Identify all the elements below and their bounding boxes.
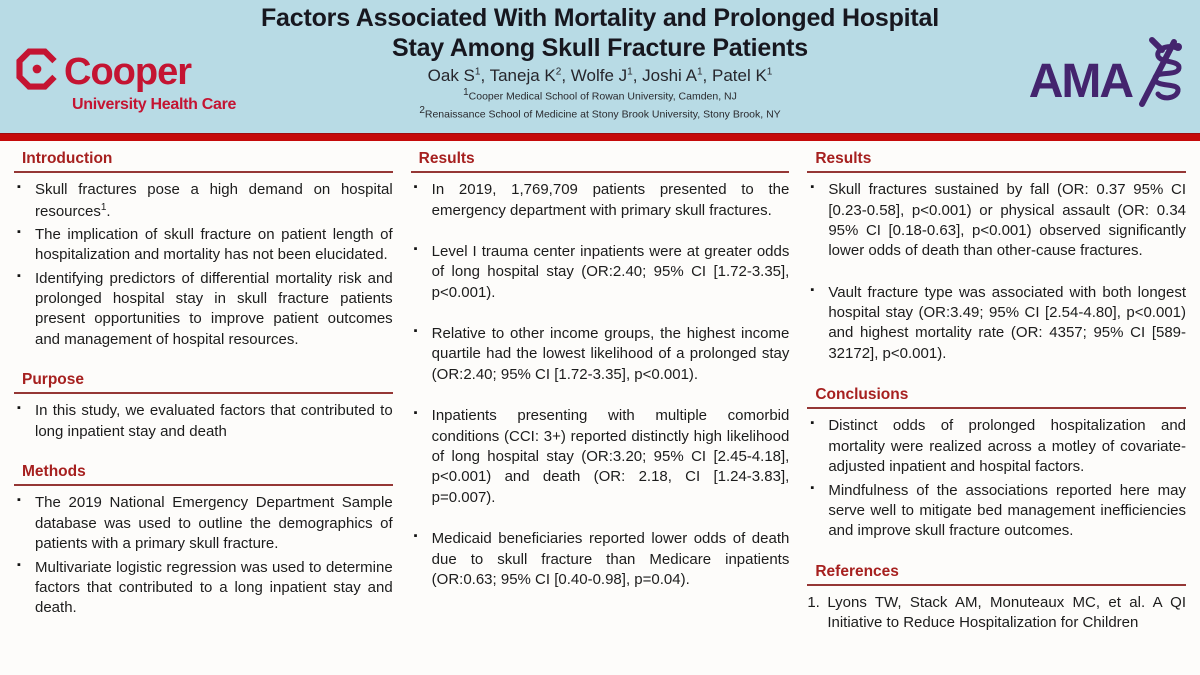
- bullet-list: Skull fractures sustained by fall (OR: 0…: [807, 180, 1186, 364]
- affiliation-2: 2Renaissance School of Medicine at Stony…: [419, 105, 781, 121]
- rod-of-asclepius-icon: [1128, 36, 1186, 113]
- section-heading: Conclusions: [815, 386, 909, 404]
- reference-list: 1. Lyons TW, Stack AM, Monuteaux MC, et a…: [807, 593, 1186, 634]
- bullet-item: Multivariate logistic regression was use…: [14, 558, 393, 619]
- column-right: Results Skull fractures sustained by fall…: [807, 149, 1187, 675]
- section-results: Results Skull fractures sustained by fall…: [807, 149, 1187, 364]
- section-heading-rule: [14, 392, 393, 395]
- bullet-item: Distinct odds of prolonged hospitalizati…: [807, 416, 1186, 477]
- bullet-item: The implication of skull fracture on pat…: [14, 225, 393, 266]
- bullet-item: Mindfulness of the associations reported…: [807, 481, 1186, 542]
- section-conclusions: Conclusions Distinct odds of prolonged ho…: [807, 385, 1187, 541]
- poster-header: Cooper University Health Care Factors As…: [0, 0, 1200, 133]
- section-results: Results In 2019, 1,769,709 patients prese…: [410, 149, 790, 590]
- reference-number: 1.: [807, 593, 820, 611]
- section-heading: Results: [815, 150, 872, 167]
- bullet-item: In 2019, 1,769,709 patients presented to…: [411, 180, 790, 221]
- ama-logo-text: AMA: [1028, 54, 1134, 108]
- bullet-item: Identifying predictors of differential m…: [14, 269, 393, 351]
- section-heading-rule: [14, 484, 393, 487]
- poster-title-line1: Factors Associated With Mortality and Pr…: [260, 4, 939, 32]
- cooper-logo-text: Cooper: [64, 50, 192, 93]
- reference-item: 1. Lyons TW, Stack AM, Monuteaux MC, et a…: [807, 593, 1187, 632]
- octagon-c-icon: [16, 48, 58, 95]
- section-heading: Results: [418, 150, 475, 167]
- column-left: Introduction Skull fractures pose a high …: [14, 149, 393, 675]
- bullet-list: In 2019, 1,769,709 patients presented to…: [411, 180, 790, 590]
- header-divider-band: [0, 133, 1200, 141]
- section-heading-rule: [807, 583, 1187, 586]
- cooper-logo-subtitle: University Health Care: [72, 96, 237, 113]
- section-heading: References: [815, 562, 899, 580]
- ama-logo: AMA: [1028, 37, 1186, 113]
- bullet-item: Relative to other income groups, the hig…: [411, 324, 790, 385]
- bullet-list: In this study, we evaluated factors that…: [14, 401, 393, 442]
- section-heading-rule: [410, 171, 790, 174]
- section-heading: Introduction: [22, 150, 113, 167]
- bullet-item: The 2019 National Emergency Department S…: [14, 493, 393, 554]
- column-middle: Results In 2019, 1,769,709 patients prese…: [410, 149, 790, 675]
- bullet-item: Medicaid beneficiaries reported lower od…: [411, 529, 790, 590]
- poster-body: Introduction Skull fractures pose a high …: [0, 141, 1200, 675]
- section-introduction: Introduction Skull fractures pose a high …: [14, 149, 393, 350]
- poster-title-line2: Stay Among Skull Fracture Patients: [392, 33, 808, 62]
- section-heading-rule: [807, 407, 1187, 410]
- section-references: References 1. Lyons TW, Stack AM, Monuteau…: [807, 562, 1187, 634]
- bullet-item: In this study, we evaluated factors that…: [14, 401, 393, 442]
- bullet-item: Vault fracture type was associated with …: [807, 283, 1186, 365]
- bullet-item: Skull fractures sustained by fall (OR: 0…: [807, 180, 1186, 262]
- bullet-item: Inpatients presenting with multiple como…: [411, 406, 790, 508]
- section-heading: Purpose: [22, 371, 85, 389]
- section-heading-rule: [14, 171, 393, 174]
- section-heading: Methods: [22, 463, 86, 481]
- affiliation-1: 1Cooper Medical School of Rowan Universi…: [463, 87, 737, 103]
- bullet-list: Skull fractures pose a high demand on ho…: [14, 180, 393, 350]
- section-heading-rule: [807, 171, 1187, 174]
- cooper-logo: Cooper University Health Care: [16, 48, 236, 113]
- bullet-list: Distinct odds of prolonged hospitalizati…: [807, 416, 1186, 541]
- section-methods: Methods The 2019 National Emergency Depar…: [14, 462, 393, 618]
- bullet-item: Level I trauma center inpatients were at…: [411, 242, 790, 303]
- section-purpose: Purpose In this study, we evaluated facto…: [14, 370, 393, 442]
- bullet-item: Skull fractures pose a high demand on ho…: [14, 180, 393, 222]
- bullet-list: The 2019 National Emergency Department S…: [14, 493, 393, 618]
- title-block: Factors Associated With Mortality and Pr…: [0, 4, 1200, 122]
- authors-line: Oak S1, Taneja K2, Wolfe J1, Joshi A1, P…: [427, 66, 773, 85]
